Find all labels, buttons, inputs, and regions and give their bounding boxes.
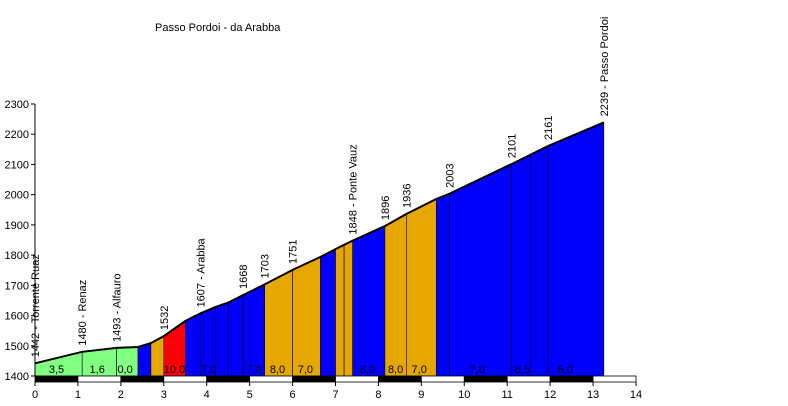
y-tick-label: 2200 bbox=[5, 129, 29, 141]
km-bar-cell bbox=[420, 375, 465, 383]
segment-area bbox=[436, 193, 450, 377]
segment-area bbox=[511, 154, 532, 377]
segment-gradient-label: 1,6 bbox=[90, 364, 105, 376]
x-tick-label: 2 bbox=[118, 389, 124, 401]
chart-title: Passo Pordoi - da Arabba bbox=[155, 22, 281, 34]
point-label: 1442 - Torrente Ruaz bbox=[30, 254, 42, 357]
km-bar-cell bbox=[592, 375, 637, 383]
point-label: 2239 - Passo Pordoi bbox=[599, 17, 611, 117]
km-bar-cell bbox=[77, 375, 122, 383]
x-tick-label: 0 bbox=[32, 389, 38, 401]
point-label: 2003 bbox=[444, 163, 456, 187]
segment-area bbox=[547, 121, 605, 377]
y-tick-label: 1900 bbox=[5, 220, 29, 232]
y-tick-label: 1400 bbox=[5, 371, 29, 383]
segment-area bbox=[264, 269, 293, 377]
segment-gradient-label: 8,0 bbox=[270, 364, 285, 376]
y-tick-label: 2000 bbox=[5, 190, 29, 202]
segment-area bbox=[242, 283, 265, 377]
x-tick-label: 14 bbox=[630, 389, 642, 401]
x-tick-label: 4 bbox=[204, 389, 210, 401]
x-tick-label: 7 bbox=[332, 389, 338, 401]
km-bar-cell bbox=[34, 375, 79, 383]
segment-gradient-label: 7,0 bbox=[201, 364, 216, 376]
segment-gradient-label: 7,0 bbox=[412, 364, 427, 376]
y-tick-label: 1600 bbox=[5, 311, 29, 323]
outline-layer bbox=[34, 121, 605, 365]
x-tick-label: 13 bbox=[587, 389, 599, 401]
x-tick-label: 3 bbox=[161, 389, 167, 401]
point-label: 1607 - Arabba bbox=[195, 237, 207, 307]
km-bar-cell bbox=[120, 375, 165, 383]
segment-area bbox=[227, 294, 244, 377]
x-tick-label: 6 bbox=[290, 389, 296, 401]
point-label: 1848 - Ponte Vauz bbox=[348, 144, 360, 234]
segments-layer bbox=[34, 121, 605, 377]
x-tick-label: 12 bbox=[544, 389, 556, 401]
segment-area bbox=[185, 312, 201, 377]
km-bar-cell bbox=[335, 375, 379, 383]
km-bar-cell bbox=[206, 375, 251, 383]
km-bar-cell bbox=[506, 375, 551, 383]
km-bar-cell bbox=[463, 375, 508, 383]
segment-gradient-label: 7,0 bbox=[470, 364, 485, 376]
km-bar-cell bbox=[549, 375, 594, 383]
point-label: 2161 bbox=[543, 116, 555, 140]
point-label: 1668 bbox=[238, 265, 250, 289]
segment-gradient-label: 10,0 bbox=[164, 364, 185, 376]
segment-area bbox=[343, 240, 353, 377]
axis-layer: 1400150016001700180019002000210022002300… bbox=[5, 99, 643, 401]
x-tick-label: 1 bbox=[75, 389, 81, 401]
segment-area bbox=[352, 225, 386, 377]
segment-area bbox=[384, 213, 407, 377]
km-bar-cell bbox=[292, 375, 336, 383]
y-tick-label: 1800 bbox=[5, 250, 29, 262]
segment-area bbox=[292, 256, 321, 377]
y-tick-label: 1700 bbox=[5, 280, 29, 292]
km-bar-cell bbox=[163, 375, 208, 383]
labels-layer: 3,5 1,6 0,0 10,0 7,0 7,0 8,0 7,0 6,0 8,0 7,0 7,0 6,5… bbox=[30, 17, 611, 376]
segment-gradient-label: 0,0 bbox=[117, 364, 132, 376]
point-label: 1751 bbox=[288, 239, 300, 263]
point-label: 1493 - Alfauro bbox=[112, 273, 124, 342]
x-tick-label: 10 bbox=[458, 389, 470, 401]
segment-area bbox=[530, 145, 549, 377]
point-label: 1936 bbox=[401, 183, 413, 207]
y-tick-label: 1500 bbox=[5, 341, 29, 353]
segment-gradient-label: 6,0 bbox=[558, 364, 573, 376]
segment-area bbox=[320, 248, 336, 377]
profile-line bbox=[34, 121, 605, 365]
segment-gradient-label: 7,0 bbox=[246, 364, 261, 376]
point-label: 1532 bbox=[159, 306, 171, 330]
x-tick-label: 5 bbox=[247, 389, 253, 401]
segment-gradient-label: 8,0 bbox=[388, 364, 403, 376]
segment-area bbox=[137, 342, 152, 377]
point-label: 1703 bbox=[260, 254, 272, 278]
segment-area bbox=[406, 198, 437, 377]
point-label: 2101 bbox=[507, 134, 519, 158]
segment-gradient-label: 6,0 bbox=[360, 364, 375, 376]
segment-area bbox=[335, 244, 345, 377]
y-tick-label: 2300 bbox=[5, 99, 29, 111]
point-label: 1480 - Renaz bbox=[77, 280, 89, 346]
segment-area bbox=[449, 163, 512, 377]
segment-gradient-label: 3,5 bbox=[49, 364, 64, 376]
segment-gradient-label: 7,0 bbox=[298, 364, 313, 376]
x-tick-label: 8 bbox=[375, 389, 381, 401]
x-tick-label: 9 bbox=[418, 389, 424, 401]
segment-area bbox=[215, 302, 229, 377]
segment-gradient-label: 6,5 bbox=[515, 364, 530, 376]
y-tick-label: 2100 bbox=[5, 159, 29, 171]
x-tick-label: 11 bbox=[502, 389, 513, 401]
km-bar-cell bbox=[378, 375, 422, 383]
km-bar-cell bbox=[249, 375, 293, 383]
point-label: 1896 bbox=[380, 196, 392, 220]
